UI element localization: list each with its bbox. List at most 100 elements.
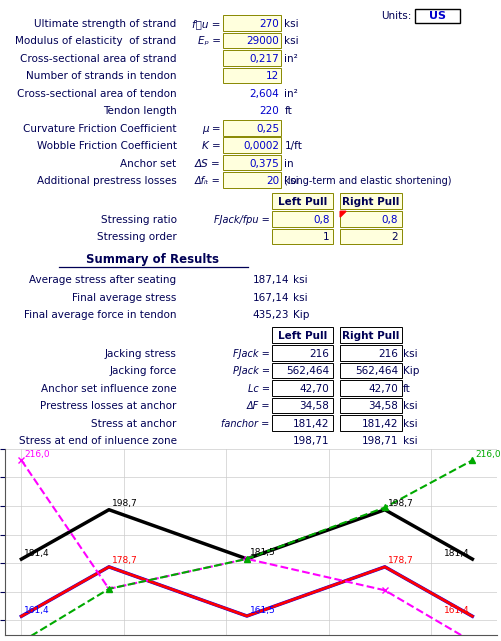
- FancyBboxPatch shape: [271, 415, 333, 431]
- Text: Modulus of elasticity  of strand: Modulus of elasticity of strand: [16, 37, 176, 46]
- FancyBboxPatch shape: [340, 363, 401, 378]
- FancyBboxPatch shape: [340, 229, 401, 244]
- Text: Jacking force: Jacking force: [109, 366, 176, 376]
- Text: 161,4: 161,4: [443, 606, 468, 615]
- Text: 0,25: 0,25: [256, 124, 279, 133]
- Text: Stress at anchor: Stress at anchor: [91, 419, 176, 429]
- Text: (long-term and elastic shortening): (long-term and elastic shortening): [283, 176, 450, 186]
- Text: ΔF =: ΔF =: [245, 401, 269, 412]
- Text: Elongation after anchor set: Elongation after anchor set: [34, 471, 176, 481]
- Text: PJack =: PJack =: [232, 366, 269, 376]
- Text: 270: 270: [259, 19, 279, 29]
- Text: 0,375: 0,375: [249, 158, 279, 169]
- Text: Eₚ =: Eₚ =: [197, 37, 220, 46]
- Text: ksi: ksi: [284, 176, 299, 186]
- Text: 0,81: 0,81: [374, 471, 397, 481]
- Text: FJack =: FJack =: [232, 349, 269, 359]
- Text: 181,5: 181,5: [249, 549, 275, 558]
- Text: 167,14: 167,14: [252, 292, 289, 303]
- Text: ksi: ksi: [402, 419, 417, 429]
- Polygon shape: [340, 212, 345, 217]
- Text: 181,4: 181,4: [443, 549, 468, 558]
- Text: ksi: ksi: [402, 437, 417, 446]
- Text: Kip: Kip: [293, 310, 309, 320]
- FancyBboxPatch shape: [340, 345, 401, 361]
- Text: 0,8: 0,8: [312, 215, 329, 225]
- Text: μ =: μ =: [201, 124, 220, 133]
- FancyBboxPatch shape: [340, 212, 401, 227]
- Text: 1/ft: 1/ft: [284, 141, 302, 151]
- Text: Left Pull: Left Pull: [277, 331, 327, 340]
- Text: Kip: Kip: [402, 366, 418, 376]
- Text: US: US: [428, 11, 445, 21]
- FancyBboxPatch shape: [222, 33, 281, 48]
- FancyBboxPatch shape: [340, 397, 401, 413]
- Text: Average stress after seating: Average stress after seating: [30, 275, 176, 285]
- Text: 435,23: 435,23: [252, 310, 289, 320]
- Text: 562,464: 562,464: [286, 366, 329, 376]
- Text: 152,5: 152,5: [0, 640, 1, 641]
- Text: 0,672: 0,672: [259, 492, 289, 503]
- Text: 1: 1: [322, 232, 329, 242]
- Text: 198,7: 198,7: [112, 499, 137, 508]
- FancyBboxPatch shape: [222, 155, 281, 171]
- Text: 0,217: 0,217: [249, 54, 279, 63]
- FancyBboxPatch shape: [222, 120, 281, 135]
- Text: 152,5: 152,5: [0, 640, 1, 641]
- Text: in: in: [402, 454, 412, 463]
- Text: Final average stress: Final average stress: [72, 292, 176, 303]
- Text: 198,71: 198,71: [292, 437, 329, 446]
- Text: ksi: ksi: [293, 275, 307, 285]
- Text: Lc =: Lc =: [247, 384, 269, 394]
- Text: ksi: ksi: [284, 37, 299, 46]
- Text: ksi: ksi: [284, 19, 299, 29]
- Text: 16,60: 16,60: [299, 454, 329, 463]
- Text: 187,14: 187,14: [252, 275, 289, 285]
- Text: Tendon length: Tendon length: [103, 106, 176, 116]
- FancyBboxPatch shape: [222, 172, 281, 188]
- Text: ft: ft: [402, 384, 410, 394]
- FancyBboxPatch shape: [222, 137, 281, 153]
- Text: in: in: [284, 158, 294, 169]
- Text: Stressing ratio: Stressing ratio: [100, 215, 176, 225]
- Text: 16,22: 16,22: [299, 471, 329, 481]
- Text: Δfₗₜ =: Δfₗₜ =: [194, 176, 220, 186]
- Text: Units:: Units:: [381, 11, 411, 21]
- Text: 216: 216: [309, 349, 329, 359]
- Text: Final average force in tendon: Final average force in tendon: [24, 310, 176, 320]
- Text: Anchor set influence zone: Anchor set influence zone: [41, 384, 176, 394]
- Text: Jacking stress: Jacking stress: [104, 349, 176, 359]
- Text: f₟u =: f₟u =: [192, 19, 220, 29]
- Text: Prestress losses at anchor: Prestress losses at anchor: [40, 401, 176, 412]
- FancyBboxPatch shape: [271, 345, 333, 361]
- Text: 20: 20: [266, 176, 279, 186]
- Text: 42,70: 42,70: [368, 384, 397, 394]
- FancyBboxPatch shape: [271, 380, 333, 395]
- Text: Max. stress ratio along tendon: Max. stress ratio along tendon: [18, 510, 176, 520]
- Text: 2,604: 2,604: [249, 88, 279, 99]
- FancyBboxPatch shape: [271, 397, 333, 413]
- Text: 181,4: 181,4: [24, 549, 50, 558]
- Text: 198,71: 198,71: [361, 437, 397, 446]
- Text: Anchor set: Anchor set: [120, 158, 176, 169]
- Text: 181,42: 181,42: [292, 419, 329, 429]
- Text: fanchor =: fanchor =: [221, 419, 269, 429]
- Text: 1,19: 1,19: [374, 454, 397, 463]
- Text: 34,58: 34,58: [367, 401, 397, 412]
- Text: 216,0: 216,0: [24, 450, 50, 459]
- Text: Summary of Results: Summary of Results: [85, 253, 218, 266]
- Text: 181,42: 181,42: [361, 419, 397, 429]
- FancyBboxPatch shape: [340, 415, 401, 431]
- Text: 198,7: 198,7: [387, 499, 412, 508]
- Text: 42,70: 42,70: [299, 384, 329, 394]
- Text: 2: 2: [391, 232, 397, 242]
- Text: ft: ft: [284, 106, 292, 116]
- Text: 178,7: 178,7: [387, 556, 412, 565]
- Text: 0,736: 0,736: [259, 510, 289, 520]
- Text: in²: in²: [284, 88, 298, 99]
- Text: in²: in²: [284, 54, 298, 63]
- Text: Left Pull: Left Pull: [277, 197, 327, 206]
- Text: FJack/fpu =: FJack/fpu =: [213, 215, 269, 225]
- Text: Number of strands in tendon: Number of strands in tendon: [26, 71, 176, 81]
- Text: Stressing order: Stressing order: [97, 232, 176, 242]
